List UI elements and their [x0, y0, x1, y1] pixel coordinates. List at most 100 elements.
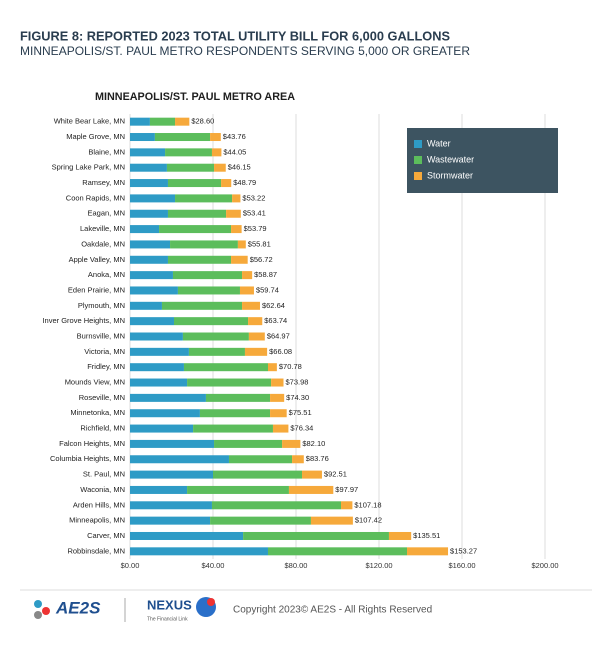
bar-segment — [210, 516, 311, 525]
bar-segment — [130, 347, 189, 356]
total-label: $75.51 — [289, 408, 312, 417]
bar-segment — [130, 163, 167, 172]
bar-segment — [130, 240, 171, 249]
y-tick-label: Robbinsdale, MN — [67, 546, 125, 555]
total-label: $74.30 — [286, 393, 309, 402]
bar-segment — [270, 409, 287, 418]
bar-segment — [272, 424, 289, 433]
bar-segment — [130, 225, 160, 234]
bar-segment — [407, 547, 449, 556]
bar-segment — [267, 547, 408, 556]
bar-segment — [170, 240, 238, 249]
bar-segment — [167, 179, 222, 188]
y-tick-label: Plymouth, MN — [78, 301, 125, 310]
total-label: $46.15 — [228, 163, 251, 172]
bar-segment — [231, 255, 248, 264]
bar-segment — [173, 317, 249, 326]
legend-box — [407, 128, 558, 193]
bar-segment — [242, 301, 260, 310]
legend-swatch — [414, 140, 422, 148]
bar-segment — [130, 286, 178, 295]
y-tick-label: Minneapolis, MN — [69, 516, 125, 525]
legend-swatch — [414, 172, 422, 180]
y-tick-label: Waconia, MN — [80, 485, 125, 494]
bar-segment — [154, 133, 211, 142]
nexus-logo: NEXUS — [147, 597, 192, 612]
total-label: $53.79 — [244, 224, 267, 233]
bar-segment — [130, 117, 150, 126]
bar-segment — [130, 133, 155, 142]
y-tick-label: Ramsey, MN — [82, 178, 125, 187]
bar-segment — [130, 209, 168, 218]
y-tick-label: Richfield, MN — [80, 424, 125, 433]
bar-segment — [159, 225, 232, 234]
total-label: $76.34 — [290, 424, 313, 433]
bar-segment — [341, 501, 353, 510]
x-tick-label: $160.00 — [448, 561, 475, 570]
bar-segment — [177, 286, 240, 295]
total-label: $97.97 — [335, 485, 358, 494]
total-label: $48.79 — [233, 178, 256, 187]
bar-segment — [130, 179, 168, 188]
bar-segment — [282, 439, 301, 448]
bar-segment — [182, 332, 249, 341]
total-label: $43.76 — [223, 132, 246, 141]
total-label: $53.41 — [243, 209, 266, 218]
y-tick-label: Apple Valley, MN — [69, 255, 125, 264]
bar-segment — [248, 332, 265, 341]
total-label: $59.74 — [256, 285, 279, 294]
bar-segment — [130, 363, 184, 372]
total-label: $53.22 — [242, 193, 265, 202]
total-label: $28.60 — [191, 117, 214, 126]
bar-segment — [292, 455, 304, 464]
total-label: $66.08 — [269, 347, 292, 356]
total-label: $83.76 — [306, 454, 329, 463]
bar-segment — [167, 255, 232, 264]
y-tick-label: Maple Grove, MN — [66, 132, 125, 141]
bar-segment — [130, 409, 200, 418]
bar-segment — [130, 194, 176, 203]
bar-segment — [167, 209, 227, 218]
bar-segment — [130, 255, 168, 264]
y-tick-label: Mounds View, MN — [65, 378, 125, 387]
bar-segment — [388, 531, 412, 540]
bar-segment — [130, 516, 211, 525]
bar-segment — [130, 378, 188, 387]
bar-segment — [149, 117, 176, 126]
total-label: $55.81 — [248, 239, 271, 248]
bar-segment — [130, 439, 215, 448]
title: FIGURE 8: REPORTED 2023 TOTAL UTILITY BI… — [20, 28, 450, 43]
bar-segment — [211, 501, 342, 510]
y-tick-label: Burnsville, MN — [77, 331, 125, 340]
total-label: $56.72 — [250, 255, 273, 264]
total-label: $64.97 — [267, 331, 290, 340]
bar-segment — [270, 393, 285, 402]
bar-segment — [244, 347, 268, 356]
bar-segment — [161, 301, 243, 310]
bar-segment — [232, 194, 241, 203]
logo-dot — [34, 600, 42, 608]
bar-segment — [130, 485, 188, 494]
total-label: $44.05 — [223, 147, 246, 156]
bar-segment — [130, 470, 213, 479]
bar-segment — [248, 317, 263, 326]
y-tick-label: Inver Grove Heights, MN — [42, 316, 125, 325]
bar-segment — [130, 455, 229, 464]
y-tick-label: Lakeville, MN — [80, 224, 125, 233]
bar-segment — [228, 455, 293, 464]
total-label: $82.10 — [302, 439, 325, 448]
bar-segment — [226, 209, 241, 218]
bar-segment — [302, 470, 322, 479]
bar-segment — [166, 163, 215, 172]
total-label: $73.98 — [286, 378, 309, 387]
total-label: $63.74 — [264, 316, 287, 325]
bar-segment — [183, 363, 268, 372]
bar-segment — [188, 347, 245, 356]
bar-segment — [271, 378, 284, 387]
bar-segment — [130, 424, 194, 433]
bar-segment — [205, 393, 271, 402]
bar-segment — [165, 148, 212, 157]
bar-segment — [130, 393, 206, 402]
bar-segment — [213, 470, 303, 479]
